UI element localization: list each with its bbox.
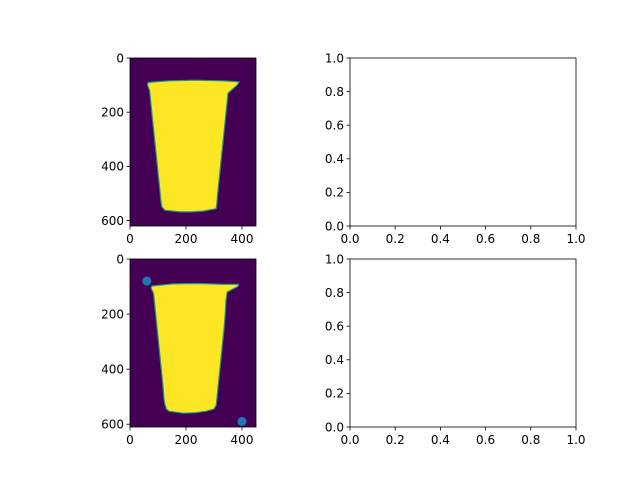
axes-frame bbox=[349, 258, 577, 428]
x-tick-label: 0.0 bbox=[340, 232, 359, 246]
y-tick-label: 0.0 bbox=[325, 420, 344, 434]
y-tick-label: 0.4 bbox=[325, 152, 344, 166]
axes-bottom-right: 0.0 0.2 0.4 0.6 0.8 1.0 0.0 0.2 0.4 0.6 0.8 1.0 bbox=[325, 252, 586, 447]
x-tick-label: 0 bbox=[126, 232, 134, 246]
axes-top-left: 0 200 400 0 200 400 600 bbox=[101, 51, 257, 246]
y-tick-label: 600 bbox=[101, 418, 124, 432]
image-content bbox=[130, 58, 256, 226]
y-tick-label: 200 bbox=[101, 105, 124, 119]
x-tick-label: 0.2 bbox=[386, 433, 405, 447]
x-tick-label: 0.8 bbox=[521, 433, 540, 447]
axes-bottom-left: 0 200 400 0 200 400 600 bbox=[101, 252, 257, 447]
y-tick-label: 600 bbox=[101, 214, 124, 228]
y-tick-label: 400 bbox=[101, 160, 124, 174]
x-tick-label: 0.6 bbox=[476, 232, 495, 246]
x-tick-label: 1.0 bbox=[566, 232, 585, 246]
y-tick-label: 0.8 bbox=[325, 286, 344, 300]
image-content bbox=[130, 259, 256, 427]
y-tick-label: 0.8 bbox=[325, 85, 344, 99]
y-tick-label: 200 bbox=[101, 307, 124, 321]
y-tick-label: 0 bbox=[116, 252, 124, 266]
y-tick-label: 1.0 bbox=[325, 252, 344, 266]
axes-frame bbox=[129, 258, 257, 428]
axes-frame bbox=[349, 57, 577, 227]
x-tick-label: 400 bbox=[231, 433, 254, 447]
x-tick-label: 0.6 bbox=[476, 433, 495, 447]
x-tick-label: 0.0 bbox=[340, 433, 359, 447]
x-tick-label: 200 bbox=[175, 433, 198, 447]
y-tick-label: 0.4 bbox=[325, 353, 344, 367]
y-tick-label: 0.2 bbox=[325, 387, 344, 401]
y-tick-label: 0.6 bbox=[325, 119, 344, 133]
x-tick-label: 0.2 bbox=[386, 232, 405, 246]
x-tick-label: 200 bbox=[175, 232, 198, 246]
x-tick-label: 0 bbox=[126, 433, 134, 447]
x-tick-label: 400 bbox=[231, 232, 254, 246]
cup-mask bbox=[146, 79, 240, 213]
y-tick-label: 1.0 bbox=[325, 51, 344, 65]
y-tick-label: 0 bbox=[116, 51, 124, 65]
cup-mask bbox=[150, 282, 240, 414]
x-tick-label: 0.4 bbox=[431, 232, 450, 246]
axes-top-right: 0.0 0.2 0.4 0.6 0.8 1.0 0.0 0.2 0.4 0.6 0.8 1.0 bbox=[325, 51, 586, 246]
x-tick-label: 1.0 bbox=[566, 433, 585, 447]
y-tick-label: 0.2 bbox=[325, 186, 344, 200]
x-tick-label: 0.4 bbox=[431, 433, 450, 447]
y-tick-label: 400 bbox=[101, 362, 124, 376]
y-tick-label: 0.0 bbox=[325, 219, 344, 233]
scatter-point-1 bbox=[142, 276, 152, 286]
x-tick-label: 0.8 bbox=[521, 232, 540, 246]
axes-frame bbox=[129, 57, 257, 227]
scatter-point-2 bbox=[237, 416, 247, 426]
y-tick-label: 0.6 bbox=[325, 320, 344, 334]
